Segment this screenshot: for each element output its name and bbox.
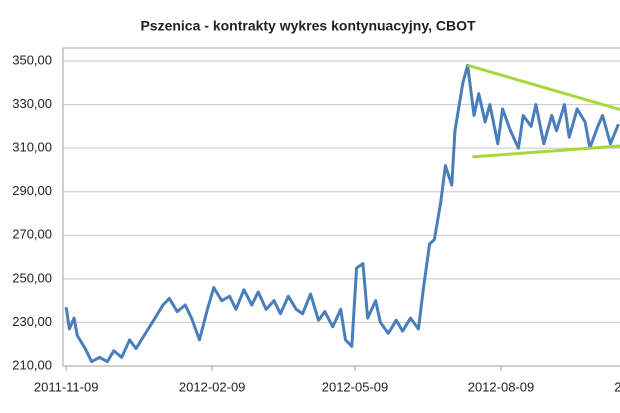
y-tick-label: 310,00 xyxy=(12,140,52,155)
y-tick-label: 290,00 xyxy=(12,183,52,198)
x-tick-label: 2012-08-09 xyxy=(468,379,535,394)
y-tick-label: 250,00 xyxy=(12,270,52,285)
y-tick-label: 350,00 xyxy=(12,52,52,67)
x-tick-label: 2012-02-09 xyxy=(179,379,246,394)
trend-line xyxy=(472,144,620,159)
y-tick-label: 210,00 xyxy=(12,357,52,372)
y-tick-label: 330,00 xyxy=(12,96,52,111)
trend-line xyxy=(467,63,620,112)
x-tick-label: 2012-11-09 xyxy=(614,379,620,394)
chart-title: Pszenica - kontrakty wykres kontynuacyjn… xyxy=(140,18,476,34)
x-tick-label: 2012-05-09 xyxy=(322,379,389,394)
y-tick-label: 230,00 xyxy=(12,314,52,329)
data-line xyxy=(64,63,620,364)
y-tick-label: 270,00 xyxy=(12,227,52,242)
x-tick-label: 2011-11-09 xyxy=(34,379,99,394)
plot-border xyxy=(62,47,620,367)
